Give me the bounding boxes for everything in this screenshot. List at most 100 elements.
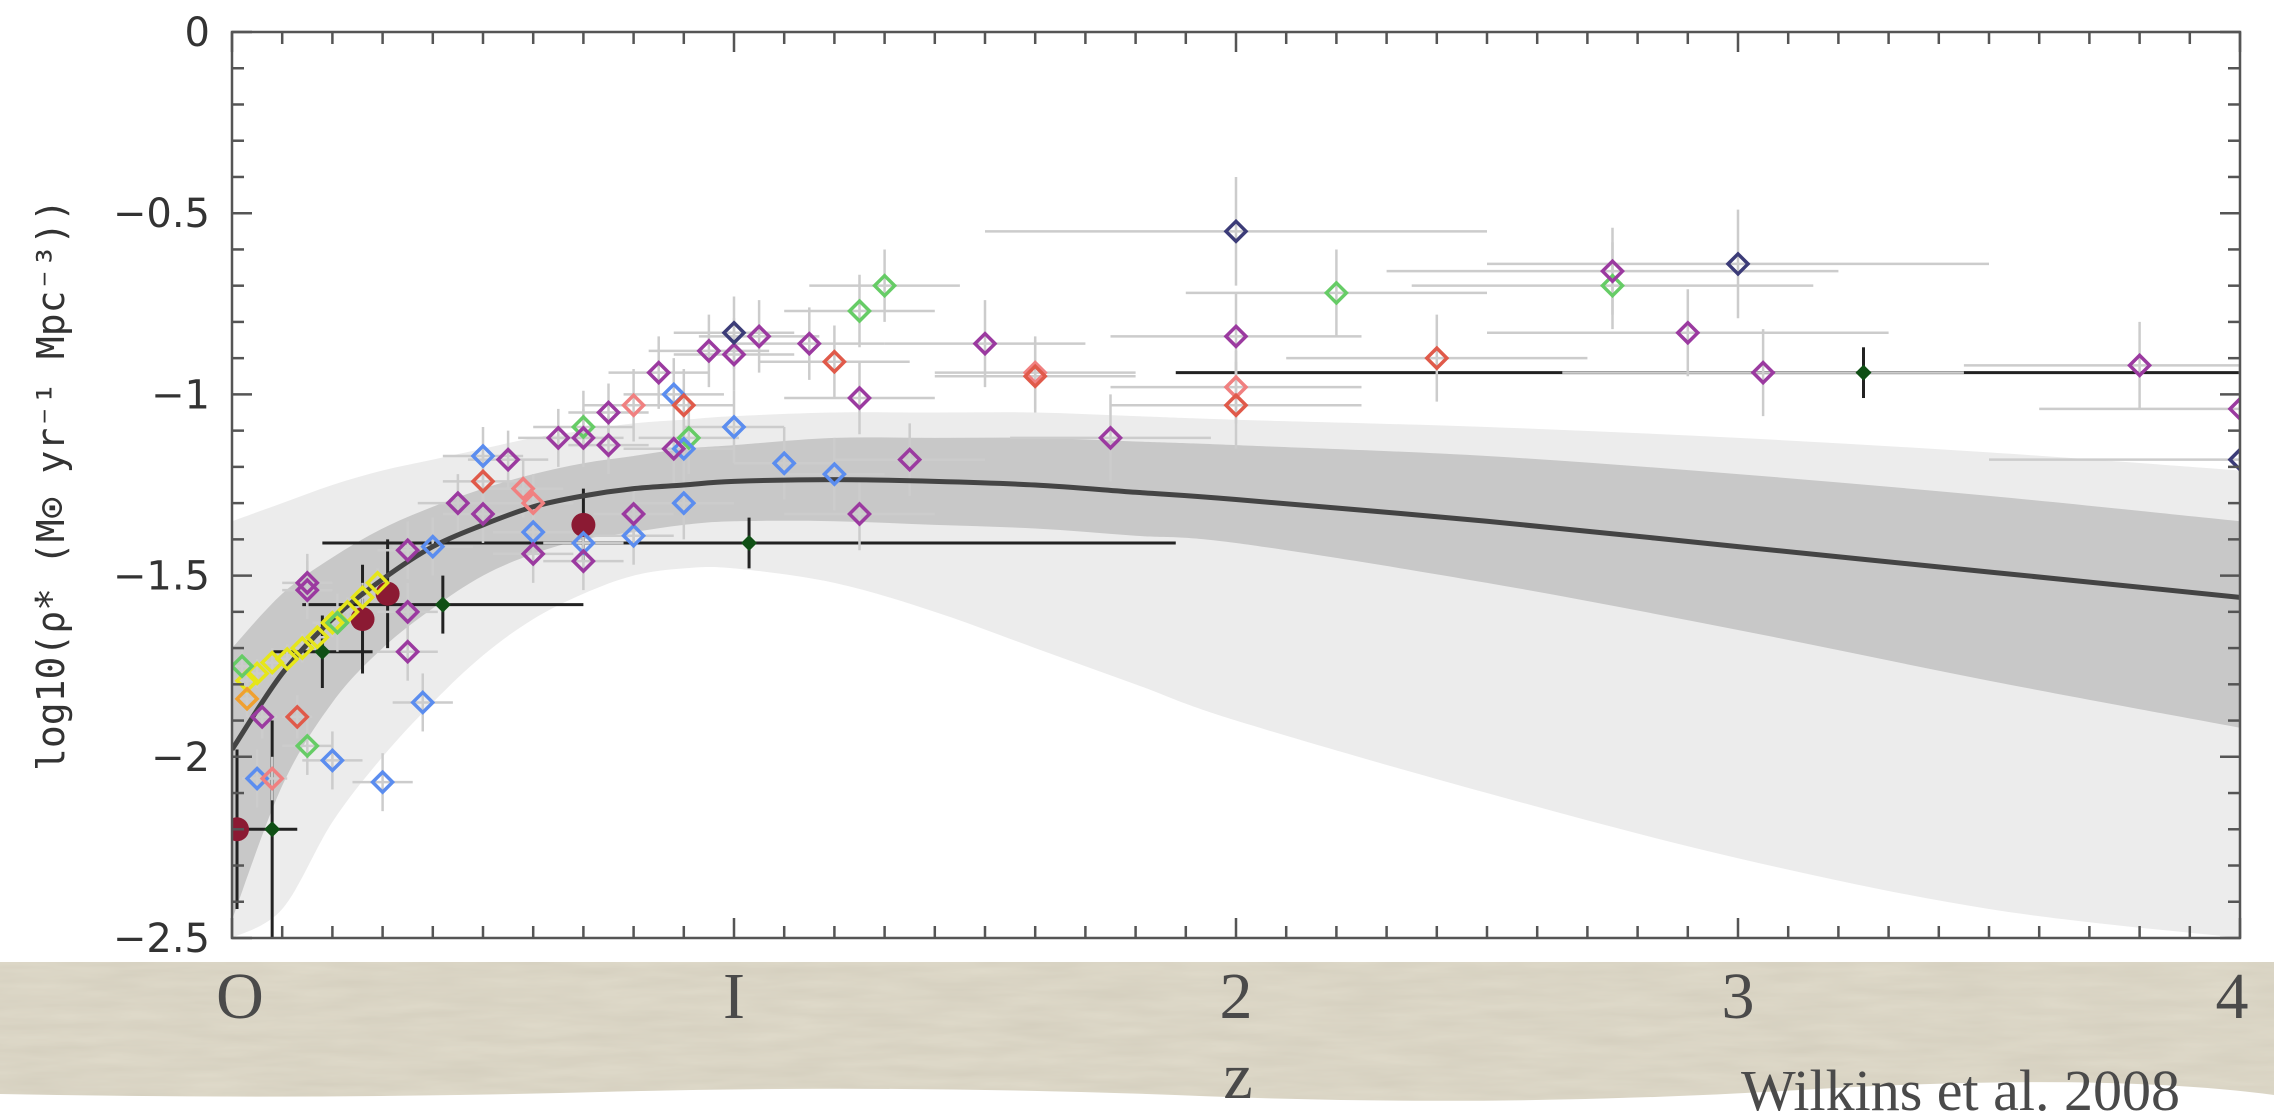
- data-point: [510, 476, 536, 502]
- data-point: [771, 450, 797, 476]
- data-point: [395, 639, 421, 665]
- data-point: [470, 443, 496, 469]
- data-point: [249, 704, 275, 730]
- data-point: [470, 501, 496, 527]
- data-point: [621, 501, 647, 527]
- data-point: [570, 425, 596, 451]
- data-point: [596, 400, 621, 425]
- data-point: [671, 490, 697, 516]
- data-point: [284, 704, 310, 730]
- y-axis-label: log10(ρ̇* (M⊙ yr⁻¹ Mpc⁻³)): [29, 199, 73, 771]
- data-point: [721, 414, 747, 440]
- data-point: [847, 298, 872, 324]
- footer-strip: [0, 962, 2274, 1117]
- data-point: [1675, 320, 1701, 346]
- data-point: [721, 342, 747, 368]
- data-point: [1098, 425, 1123, 451]
- data-point: [274, 646, 300, 672]
- x-tick-label: O: [216, 960, 264, 1033]
- data-point: [375, 581, 400, 606]
- data-point: [2227, 396, 2240, 422]
- x-tick-label: 4: [2216, 960, 2249, 1033]
- x-tick-label: I: [723, 960, 745, 1033]
- data-point: [847, 385, 872, 411]
- data-point: [661, 436, 687, 462]
- data-point: [746, 323, 772, 349]
- data-point: [434, 596, 451, 613]
- data-point: [1424, 345, 1450, 371]
- y-tick-label: −1.5: [113, 554, 210, 600]
- data-point: [671, 436, 697, 462]
- data-point: [1022, 360, 1048, 386]
- data-point: [520, 490, 546, 516]
- data-point: [571, 512, 596, 537]
- data-point: [570, 548, 596, 574]
- data-point: [495, 447, 521, 473]
- data-point: [696, 338, 722, 364]
- data-point: [319, 747, 345, 773]
- credit-label: Wilkins et al. 2008: [1741, 1058, 2180, 1117]
- data-point: [420, 534, 446, 560]
- data-point: [324, 610, 350, 636]
- y-tick-label: 0: [185, 10, 210, 56]
- data-point: [972, 331, 998, 357]
- data-point: [646, 360, 672, 386]
- data-point: [545, 425, 571, 451]
- data-point: [847, 501, 872, 527]
- x-tick-labels: O I 2 3 4: [216, 960, 2248, 1033]
- x-tick-label: 2: [1220, 960, 1253, 1033]
- data-point: [319, 610, 345, 636]
- data-point: [1223, 218, 1249, 244]
- data-point: [796, 331, 822, 357]
- data-point: [370, 769, 396, 795]
- data-point: [470, 468, 496, 494]
- data-point: [395, 537, 421, 563]
- data-point: [1022, 363, 1048, 389]
- data-point: [520, 541, 546, 567]
- data-point: [741, 534, 758, 551]
- x-axis-label: z: [1223, 1040, 1252, 1113]
- data-point: [365, 570, 391, 596]
- data-markers: [232, 218, 2240, 842]
- data-point: [232, 653, 255, 679]
- data-point: [1223, 392, 1249, 418]
- y-tick-label: −2: [151, 735, 210, 781]
- y-tick-label: −2.5: [113, 916, 210, 962]
- data-point: [259, 766, 285, 792]
- data-point: [289, 635, 315, 661]
- data-point: [721, 320, 747, 346]
- data-point: [294, 570, 320, 596]
- data-point: [621, 523, 647, 549]
- data-point: [897, 447, 923, 473]
- data-point: [264, 821, 281, 838]
- y-tick-label: −0.5: [113, 191, 210, 237]
- x-tick-label: 3: [1722, 960, 1755, 1033]
- data-point: [1323, 280, 1349, 306]
- data-point: [304, 624, 330, 650]
- data-point: [676, 425, 702, 451]
- data-point: [395, 599, 421, 625]
- confidence-band-inner: [232, 437, 2240, 920]
- data-point: [1223, 323, 1249, 349]
- best-fit-line: [232, 477, 2240, 751]
- data-point: [1725, 251, 1751, 277]
- data-point: [445, 490, 471, 516]
- data-point: [821, 461, 847, 487]
- data-point: [671, 392, 697, 418]
- data-point: [234, 686, 260, 712]
- data-point: [2227, 447, 2240, 473]
- y-tick-label: −1: [151, 372, 210, 418]
- y-tick-labels: 0 −0.5 −1 −1.5 −2 −2.5: [113, 10, 210, 962]
- data-point: [1600, 273, 1625, 299]
- data-point: [821, 349, 847, 375]
- data-point: [596, 432, 621, 458]
- data-point: [1750, 360, 1776, 386]
- data-point: [350, 584, 375, 610]
- data-point: [1855, 364, 1872, 381]
- data-point: [294, 577, 320, 603]
- data-point: [2127, 352, 2153, 378]
- data-point: [410, 689, 436, 715]
- data-point: [1600, 258, 1625, 284]
- data-point: [872, 273, 898, 299]
